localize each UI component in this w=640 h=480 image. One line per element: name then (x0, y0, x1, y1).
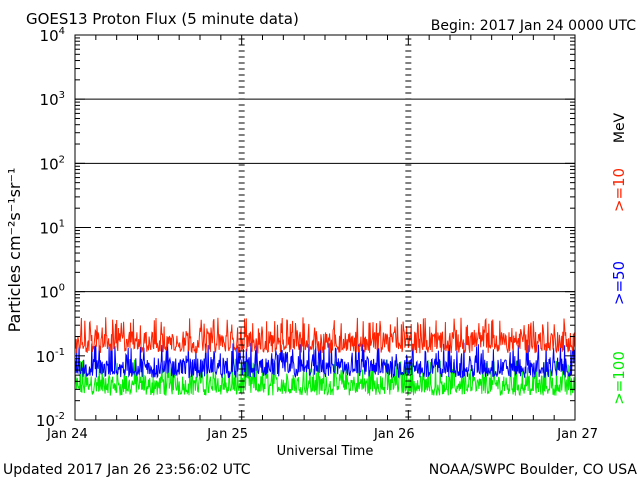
x-tick-label: Jan 25 (206, 427, 248, 442)
legend-entry: >=50 (610, 261, 628, 305)
x-axis-label: Universal Time (277, 444, 374, 459)
series-line-ge50 (74, 342, 576, 379)
y-tick-label: 102 (40, 154, 65, 173)
x-tick-label: Jan 24 (46, 427, 88, 442)
y-tick-label: 10-1 (36, 347, 65, 366)
y-tick-label: 10-2 (36, 411, 65, 430)
credit-label: NOAA/SWPC Boulder, CO USA (429, 462, 638, 478)
plot-frame (74, 34, 576, 421)
series-line-ge10 (74, 317, 576, 354)
legend-entry: >=100 (610, 351, 628, 405)
y-axis-label: Particles cm⁻²s⁻¹sr⁻¹ (5, 168, 24, 333)
y-tick-label: 101 (40, 219, 65, 238)
y-axis: 10-2 10-1 100 101 102 103 104 (36, 26, 575, 430)
legend: MeV >=10 >=50 >=100 (610, 112, 628, 404)
x-tick-label: Jan 27 (556, 427, 598, 442)
day-separators (238, 38, 412, 418)
x-tick-label: Jan 26 (373, 427, 415, 442)
begin-label: Begin: 2017 Jan 24 0000 UTC (431, 18, 636, 34)
chart-title: GOES13 Proton Flux (5 minute data) (26, 10, 299, 28)
y-tick-label: 100 (40, 283, 65, 302)
flux-series (74, 317, 576, 397)
series-line-ge100 (74, 358, 576, 397)
updated-label: Updated 2017 Jan 26 23:56:02 UTC (3, 462, 251, 478)
x-axis: Jan 24 Jan 25 Jan 26 Jan 27 (46, 35, 598, 442)
legend-entry: >=10 (610, 168, 628, 212)
threshold-lines (75, 98, 575, 293)
y-tick-label: 104 (40, 26, 65, 45)
units-label: MeV (612, 112, 628, 143)
y-tick-label: 103 (40, 90, 65, 109)
